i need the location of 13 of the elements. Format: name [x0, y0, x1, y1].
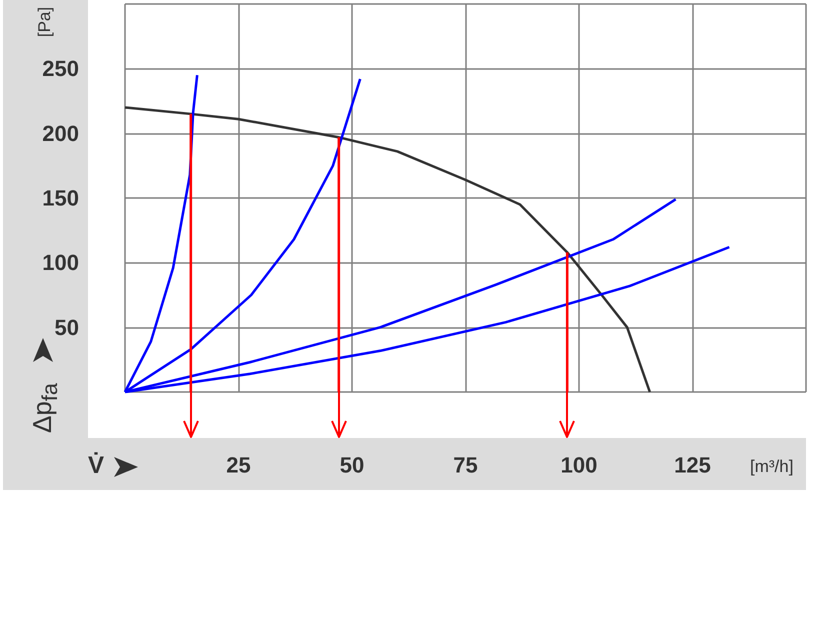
- y-tick-label: 200: [42, 120, 79, 146]
- x-tick-label: 100: [560, 452, 598, 478]
- y-tick-label: 50: [54, 314, 79, 340]
- y-tick-label: 100: [42, 250, 79, 276]
- y-tick-label: 150: [42, 186, 79, 210]
- x-axis-title: V̇: [88, 452, 104, 480]
- text: [Pa]: [35, 6, 55, 38]
- x-tick-label: 25: [226, 452, 251, 478]
- x-tick-label: 125: [674, 452, 711, 478]
- x-tick-label: 75: [453, 452, 478, 478]
- y-tick-label: 250: [42, 56, 79, 82]
- text: [m³/h]: [750, 457, 794, 477]
- x-tick-label: 50: [340, 452, 364, 478]
